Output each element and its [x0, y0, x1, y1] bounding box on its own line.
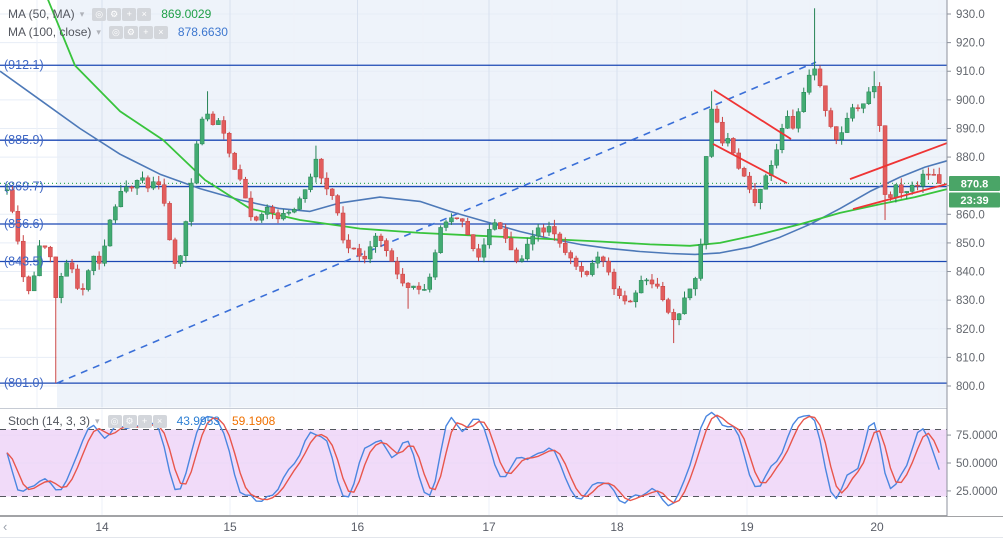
- stoch-tick-label: 75.0000: [956, 430, 998, 442]
- channels-layer[interactable]: [712, 89, 948, 211]
- stoch-d-value: 59.1908: [231, 414, 276, 428]
- stoch-k-line: [6, 411, 940, 507]
- chevron-down-icon[interactable]: ▾: [79, 8, 85, 19]
- bar-countdown: [949, 192, 1000, 208]
- price-tick-label: 910.0: [956, 66, 985, 78]
- price-levels-layer: [0, 61, 947, 384]
- last-price-badge[interactable]: 870.8 23:39: [949, 176, 1000, 208]
- level-label[interactable]: (801.0): [4, 376, 44, 390]
- stoch-legend: Stoch (14, 3, 3) ▾ ◎ ⚙ + × 43.9953 59.19…: [8, 412, 275, 430]
- separators-layer: [0, 408, 1003, 538]
- chevron-down-icon[interactable]: ▾: [96, 26, 101, 37]
- level-label[interactable]: (869.7): [4, 180, 44, 194]
- visibility-icon[interactable]: ◎: [108, 25, 123, 39]
- level-label[interactable]: (885.9): [4, 133, 44, 147]
- settings-icon[interactable]: ⚙: [122, 414, 137, 428]
- add-icon[interactable]: +: [138, 25, 153, 39]
- level-label[interactable]: (912.1): [4, 58, 44, 72]
- time-tick-label: 20: [870, 520, 884, 534]
- chevron-down-icon[interactable]: ▾: [95, 415, 100, 426]
- time-tick-label: 14: [95, 520, 109, 534]
- channel-line: [852, 183, 948, 211]
- stoch-k-value: 43.9953: [176, 414, 220, 428]
- level-label[interactable]: (856.6): [4, 217, 44, 231]
- indicator-legend: MA (50, MA) ▾ ◎ ⚙ + × 869.0029 MA (100, …: [8, 5, 228, 41]
- close-icon[interactable]: ×: [153, 25, 168, 39]
- time-tick-label: 16: [351, 520, 365, 534]
- last-price-value: 870.8: [961, 179, 989, 191]
- price-tick-label: 880.0: [956, 152, 985, 164]
- legend-row-ma50: MA (50, MA) ▾ ◎ ⚙ + × 869.0029: [8, 5, 228, 23]
- candles-layer: [4, 8, 942, 384]
- price-tick-label: 900.0: [956, 95, 985, 107]
- level-label[interactable]: (843.5): [4, 255, 44, 269]
- price-axis[interactable]: 930.0920.0910.0900.0890.0880.0870.0860.0…: [946, 0, 1003, 516]
- legend-row-ma100: MA (100, close) ▾ ◎ ⚙ + × 878.6630: [8, 23, 228, 41]
- price-tick-label: 860.0: [956, 209, 985, 221]
- price-tick-label: 810.0: [956, 352, 985, 364]
- channel-line: [849, 142, 948, 180]
- level-labels-layer: (912.1) (885.9) (869.7) (856.6) (843.5) (801.…: [4, 58, 44, 390]
- ma50-controls: ◎ ⚙ + ×: [92, 7, 152, 21]
- scroll-left-icon[interactable]: ‹: [3, 519, 7, 534]
- add-icon[interactable]: +: [137, 414, 152, 428]
- price-tick-label: 820.0: [956, 324, 985, 336]
- price-tick-label: 830.0: [956, 295, 985, 307]
- close-icon[interactable]: ×: [152, 414, 167, 428]
- legend-row-stoch: Stoch (14, 3, 3) ▾ ◎ ⚙ + × 43.9953 59.19…: [8, 412, 275, 430]
- ma50-label[interactable]: MA (50, MA): [8, 7, 75, 21]
- stoch-tick-label: 25.0000: [956, 486, 998, 498]
- time-tick-label: 18: [610, 520, 624, 534]
- time-tick-label: 15: [223, 520, 237, 534]
- stoch-controls: ◎ ⚙ + ×: [107, 414, 167, 428]
- ma50-line: [47, 0, 948, 247]
- stoch-label[interactable]: Stoch (14, 3, 3): [8, 414, 91, 428]
- visibility-icon[interactable]: ◎: [107, 414, 122, 428]
- close-icon[interactable]: ×: [137, 7, 152, 21]
- price-tick-label: 850.0: [956, 238, 985, 250]
- ma100-label[interactable]: MA (100, close): [8, 25, 92, 39]
- price-tick-label: 840.0: [956, 267, 985, 279]
- time-axis[interactable]: 14 15 16 17 18 19 20 ‹: [0, 517, 1003, 538]
- stoch-d-line: [6, 414, 940, 504]
- ma50-value: 869.0029: [161, 7, 212, 21]
- stochastic-panel: [0, 411, 947, 507]
- time-tick-label: 17: [482, 520, 496, 534]
- ma100-controls: ◎ ⚙ + ×: [108, 25, 168, 39]
- price-tick-label: 920.0: [956, 38, 985, 50]
- ma100-value: 878.6630: [177, 25, 228, 39]
- time-tick-label: 19: [740, 520, 754, 534]
- add-icon[interactable]: +: [122, 7, 137, 21]
- visibility-icon[interactable]: ◎: [92, 7, 107, 21]
- channel-line: [712, 143, 788, 184]
- settings-icon[interactable]: ⚙: [123, 25, 138, 39]
- price-tick-label: 930.0: [956, 9, 985, 21]
- channel-line: [713, 89, 792, 140]
- session-shading-layer: [57, 0, 947, 408]
- bar-countdown-value: 23:39: [960, 195, 988, 207]
- stoch-tick-label: 50.0000: [956, 458, 998, 470]
- settings-icon[interactable]: ⚙: [107, 7, 122, 21]
- price-tick-label: 800.0: [956, 381, 985, 393]
- price-tick-label: 890.0: [956, 123, 985, 135]
